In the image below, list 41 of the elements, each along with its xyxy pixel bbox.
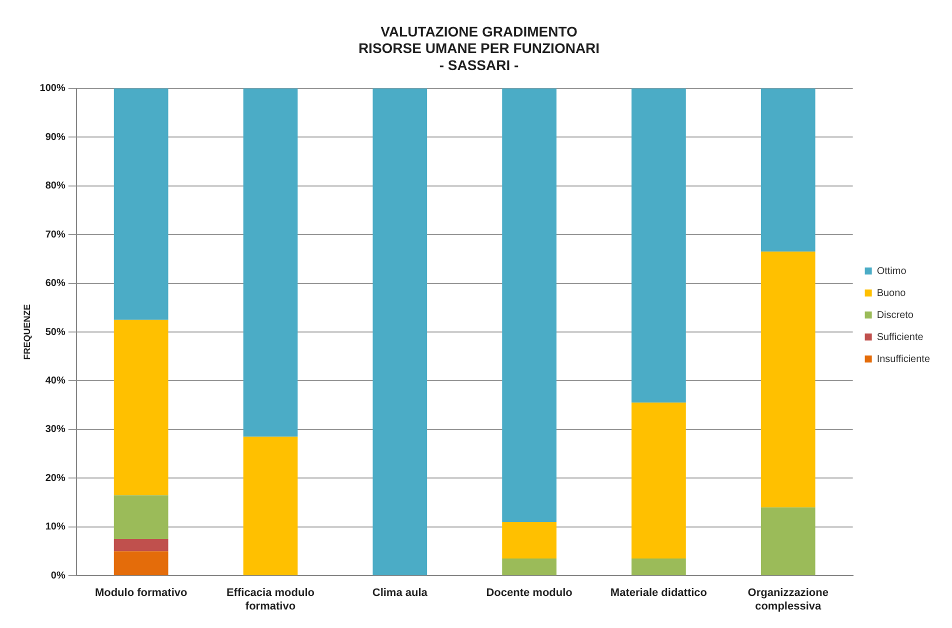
bar (502, 558, 556, 576)
y-tick-label: 80% (45, 180, 66, 192)
legend-label: Discreto (876, 310, 914, 321)
bar (243, 88, 298, 437)
y-tick-label: 100% (40, 83, 66, 94)
x-tick-label: Clima aula (372, 587, 428, 600)
bar (502, 522, 556, 559)
y-tick-label: 30% (45, 424, 66, 436)
bar (760, 507, 816, 576)
bar (502, 88, 556, 522)
bar (632, 558, 686, 576)
y-tick-label: 70% (45, 229, 66, 240)
bar (114, 320, 168, 496)
x-tick-label: Docente modulo (486, 587, 573, 600)
legend-label: Insufficiente (876, 354, 930, 365)
legend-label: Buono (876, 288, 906, 299)
legend-label: Ottimo (876, 266, 907, 277)
y-tick-label: 0% (50, 570, 66, 582)
y-tick-label: 60% (45, 278, 66, 290)
x-tick-label: Efficacia modulo formativo (226, 587, 315, 612)
bar (114, 88, 168, 320)
chart-title: VALUTAZIONE GRADIMENTO RISORSE UMANE PER FUNZIONARI - SASSARI - (358, 23, 600, 73)
y-tick-label: 10% (45, 522, 66, 533)
x-tick-label: Organizzazione complessiva (748, 587, 828, 612)
bar (760, 88, 816, 252)
bar (760, 252, 816, 508)
bar (632, 88, 686, 403)
bar (632, 402, 686, 559)
legend-label: Sufficiente (876, 332, 924, 343)
bar (114, 539, 168, 552)
y-axis-title: FREQUENZE (22, 304, 32, 360)
bar (243, 436, 298, 576)
y-tick-label: 50% (45, 326, 66, 338)
bar (372, 88, 428, 576)
bar (114, 551, 168, 576)
y-tick-label: 20% (45, 472, 66, 484)
y-tick-label: 40% (45, 375, 66, 386)
y-tick-label: 90% (45, 132, 66, 143)
bar (114, 495, 168, 540)
x-tick-label: Materiale didattico (610, 587, 708, 600)
x-tick-label: Modulo formativo (94, 587, 188, 600)
